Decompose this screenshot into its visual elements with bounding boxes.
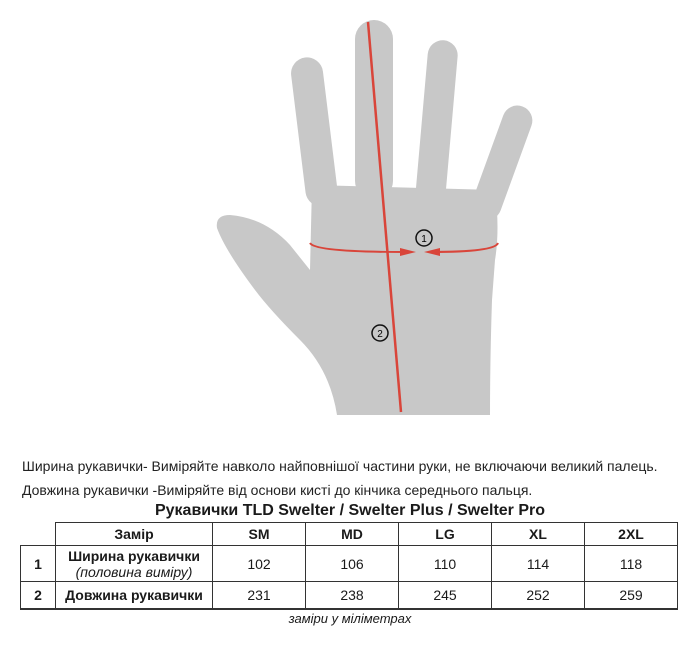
arrow-left-icon [424, 248, 440, 256]
svg-text:1: 1 [421, 234, 427, 245]
row-sublabel: (половина виміру) [75, 563, 193, 580]
table-cell: 118 [584, 545, 678, 582]
header-size: XL [491, 522, 585, 546]
table-cell: 114 [491, 545, 585, 582]
svg-text:2: 2 [377, 329, 383, 340]
marker-2: 2 [371, 324, 389, 342]
table-cell: 259 [584, 581, 678, 610]
length-measure-line [366, 21, 403, 413]
hand-silhouette [216, 20, 533, 415]
table-header-row: Замір SM MD LG XL 2XL [20, 522, 678, 546]
width-instruction: Ширина рукавички- Виміряйте навколо найп… [22, 458, 658, 474]
header-size: 2XL [584, 522, 678, 546]
row-label-text: Ширина рукавички [68, 547, 200, 564]
table-row: 2 Довжина рукавички 231 238 245 252 259 [20, 581, 678, 610]
table-cell: 245 [398, 581, 492, 610]
header-measure: Замір [55, 522, 213, 546]
arrow-right-icon [400, 248, 416, 256]
row-number: 1 [20, 545, 56, 582]
row-label: Ширина рукавички (половина виміру) [55, 545, 213, 582]
hand-measurement-diagram: 1 2 [216, 20, 533, 415]
table-row: 1 Ширина рукавички (половина виміру) 102 … [20, 545, 678, 582]
table-title: Рукавички TLD Swelter / Swelter Plus / S… [154, 502, 546, 519]
table-cell: 106 [305, 545, 399, 582]
marker-1: 1 [415, 229, 433, 247]
size-table: Замір SM MD LG XL 2XL 1 Ширина рукавички… [20, 522, 678, 610]
table-cell: 102 [212, 545, 306, 582]
length-instruction: Довжина рукавички -Виміряйте від основи … [22, 482, 533, 498]
table-cell: 110 [398, 545, 492, 582]
header-size: SM [212, 522, 306, 546]
header-size: MD [305, 522, 399, 546]
row-number: 2 [20, 581, 56, 610]
table-cell: 231 [212, 581, 306, 610]
row-label: Довжина рукавички [55, 581, 213, 610]
table-cell: 238 [305, 581, 399, 610]
table-cell: 252 [491, 581, 585, 610]
unit-note: заміри у міліметрах [288, 611, 412, 626]
header-size: LG [398, 522, 492, 546]
